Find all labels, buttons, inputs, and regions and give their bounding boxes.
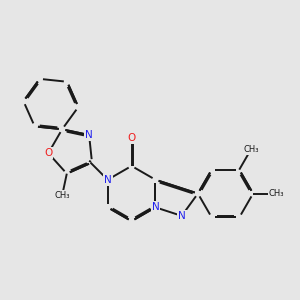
Text: CH₃: CH₃ — [54, 191, 70, 200]
Text: N: N — [178, 211, 186, 221]
Text: N: N — [152, 202, 159, 212]
Text: CH₃: CH₃ — [243, 145, 259, 154]
Text: O: O — [128, 134, 136, 143]
Text: CH₃: CH₃ — [269, 189, 284, 198]
Text: N: N — [104, 175, 112, 185]
Text: O: O — [44, 148, 52, 158]
Text: N: N — [85, 130, 93, 140]
